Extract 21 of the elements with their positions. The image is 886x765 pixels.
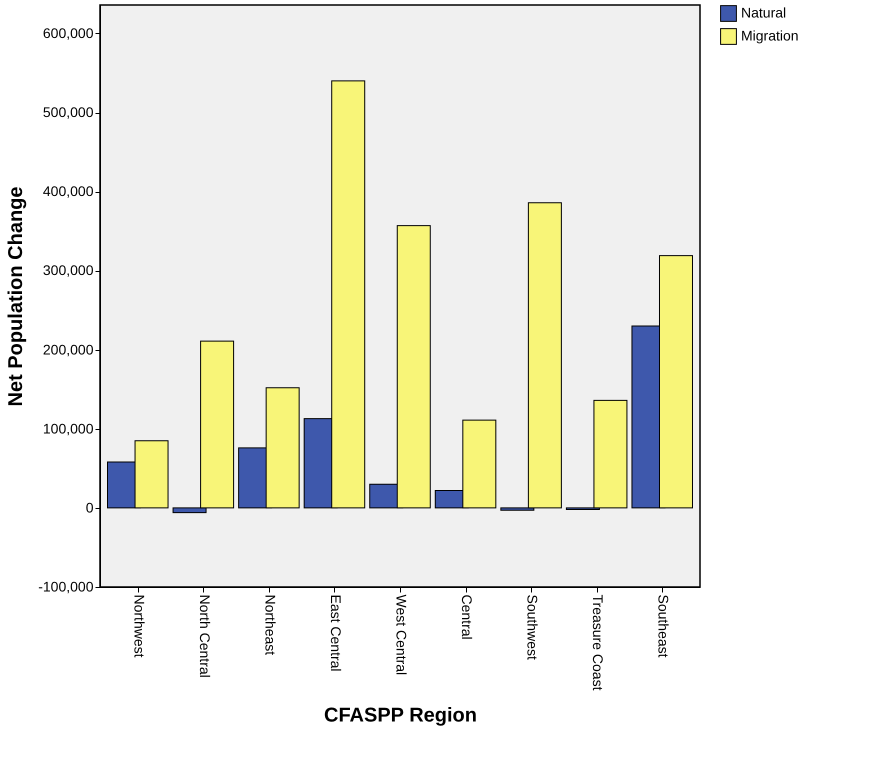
x-tick-label: Northwest (131, 594, 148, 658)
y-tick-label: 100,000 (42, 420, 94, 436)
legend-label: Migration (741, 28, 799, 44)
y-axis-title: Net Population Change (5, 186, 28, 406)
x-tick-label: Central (459, 594, 476, 640)
x-tick-label: East Central (328, 594, 344, 672)
x-tick-label: Treasure Coast (590, 594, 606, 691)
x-tick-label: Northeast (262, 594, 278, 656)
y-tick-label: 200,000 (42, 341, 94, 358)
y-tick-label: 300,000 (42, 262, 94, 278)
x-tick-label: Southwest (524, 594, 541, 660)
y-tick-label: 600,000 (42, 24, 94, 41)
y-tick-label: 500,000 (42, 104, 94, 120)
y-tick-label: -100,000 (38, 578, 94, 594)
legend-label: Natural (741, 4, 786, 20)
x-tick-label: West Central (394, 594, 410, 676)
x-tick-label: Southeast (656, 594, 672, 658)
y-tick-label: 0 (86, 499, 94, 516)
x-axis-title: CFASPP Region (324, 704, 477, 726)
x-tick-label: North Central (196, 594, 213, 678)
y-tick-label: 400,000 (42, 183, 94, 200)
